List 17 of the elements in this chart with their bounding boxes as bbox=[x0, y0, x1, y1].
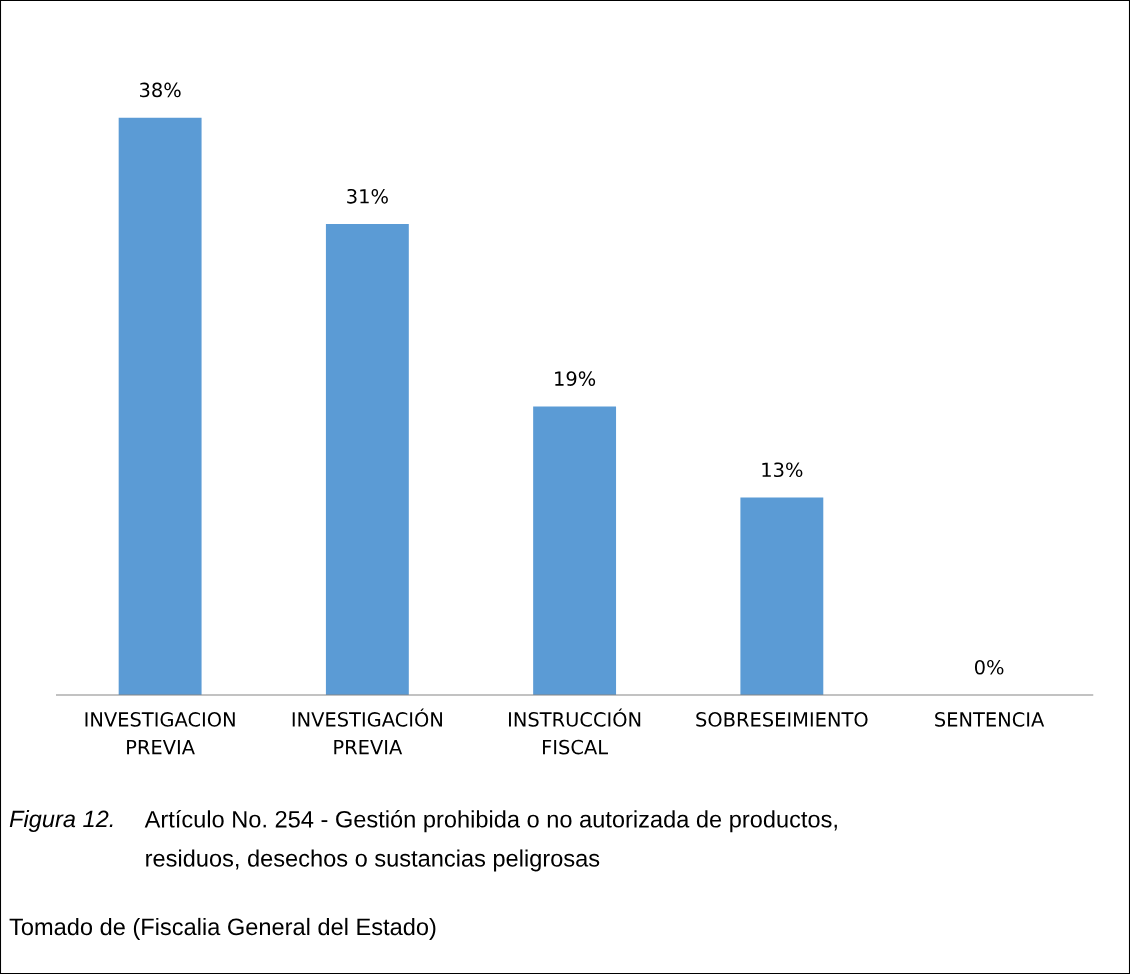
x-tick-label: INSTRUCCIÓN FISCAL bbox=[509, 708, 641, 755]
text: Figura 12. bbox=[9, 810, 113, 833]
data-label: 19% bbox=[555, 371, 596, 386]
data-label: 0% bbox=[974, 659, 1004, 675]
bar bbox=[533, 406, 617, 696]
data-label: 13% bbox=[762, 462, 803, 478]
x-tick-label: INVESTIGACIÓN PREVIA bbox=[292, 708, 442, 755]
bar bbox=[740, 497, 824, 696]
data-label: 38% bbox=[139, 82, 181, 98]
data-label: 31% bbox=[347, 188, 388, 204]
bar bbox=[325, 224, 409, 696]
text: Artículo No. 254 - Gestión prohibida o no autorizada de productos, residuos, desechos o sustancias peligrosas bbox=[144, 810, 837, 872]
x-tick-label: INVESTIGACION PREVIA bbox=[85, 712, 235, 755]
text: Tomado de (Fiscalia General del Estado) bbox=[9, 917, 436, 940]
x-tick-label: SENTENCIA bbox=[935, 712, 1045, 727]
x-tick-label: SOBRESEIMIENTO bbox=[696, 712, 868, 727]
bar bbox=[118, 117, 202, 696]
